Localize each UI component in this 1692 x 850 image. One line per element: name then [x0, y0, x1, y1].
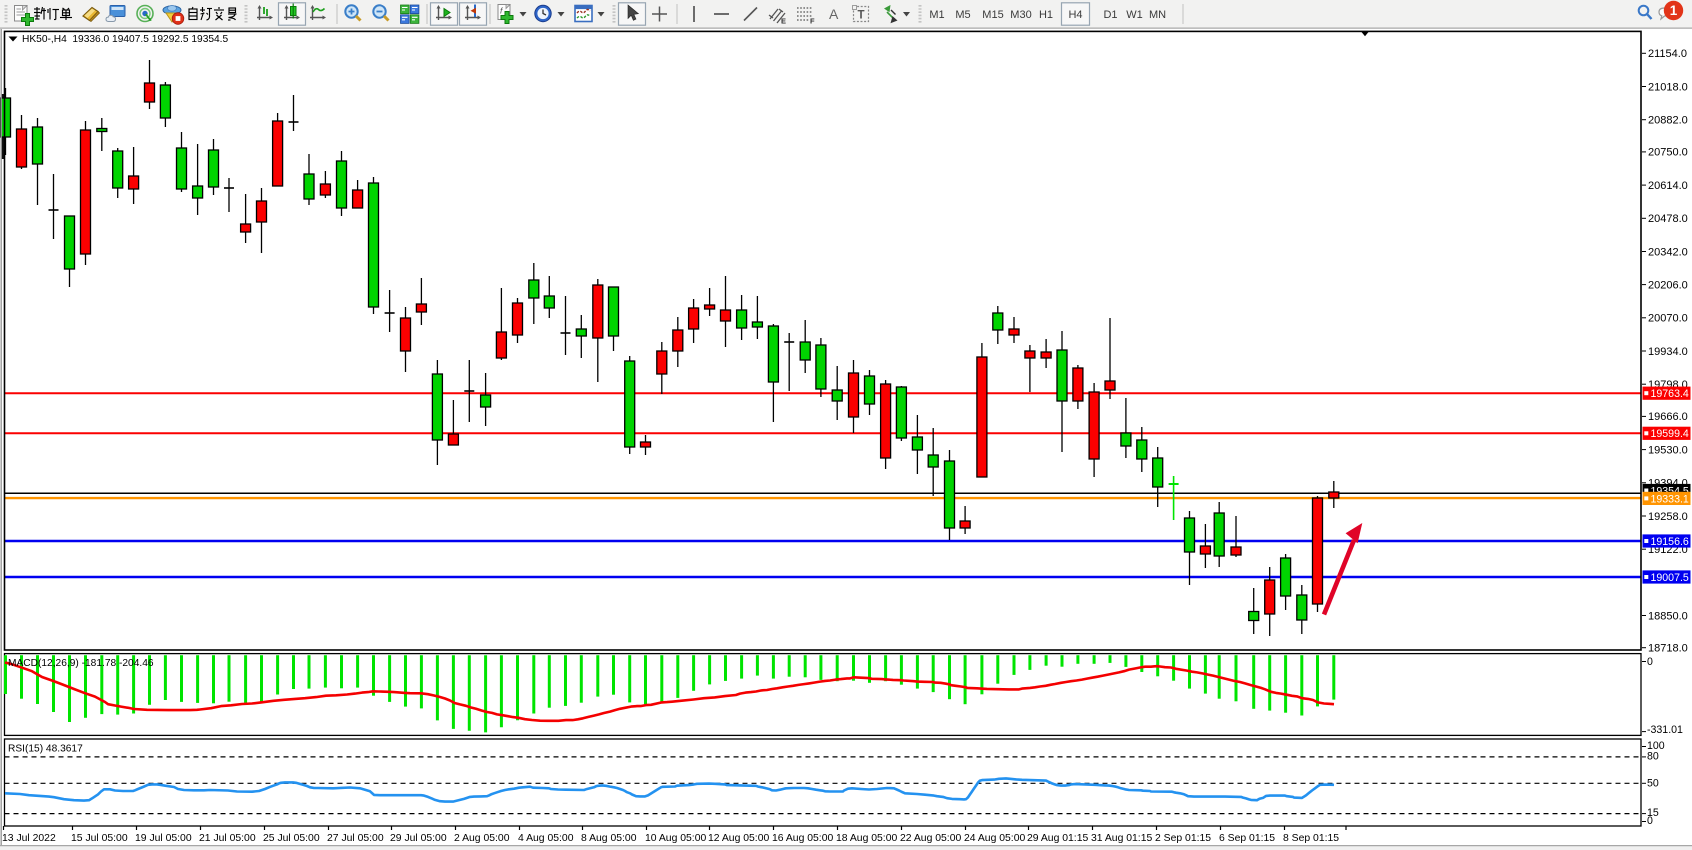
svg-text:MACD(12,26,9) -181.78 -204.46: MACD(12,26,9) -181.78 -204.46: [8, 658, 154, 669]
svg-text:29 Jul 05:00: 29 Jul 05:00: [390, 833, 447, 844]
svg-text:19 Jul 05:00: 19 Jul 05:00: [135, 833, 192, 844]
svg-text:RSI(15) 48.3617: RSI(15) 48.3617: [8, 744, 83, 755]
svg-text:M5: M5: [955, 9, 970, 21]
svg-text:20206.0: 20206.0: [1648, 279, 1688, 291]
svg-text:19258.0: 19258.0: [1648, 511, 1688, 523]
svg-text:MN: MN: [1149, 9, 1166, 21]
svg-text:19666.0: 19666.0: [1648, 411, 1688, 423]
svg-text:24 Aug 05:00: 24 Aug 05:00: [964, 833, 1025, 844]
svg-text:18 Aug 05:00: 18 Aug 05:00: [836, 833, 897, 844]
svg-text:16 Aug 05:00: 16 Aug 05:00: [772, 833, 833, 844]
svg-text:12 Aug 05:00: 12 Aug 05:00: [708, 833, 769, 844]
svg-text:19599.4: 19599.4: [1651, 428, 1689, 440]
svg-text:21018.0: 21018.0: [1648, 81, 1688, 93]
svg-text:19333.1: 19333.1: [1651, 493, 1689, 505]
svg-text:20750.0: 20750.0: [1648, 147, 1688, 159]
svg-text:0: 0: [1647, 815, 1653, 827]
svg-text:21 Jul 05:00: 21 Jul 05:00: [199, 833, 256, 844]
svg-text:19156.6: 19156.6: [1651, 536, 1689, 548]
svg-text:H4: H4: [1068, 9, 1082, 21]
svg-text:f: f: [500, 6, 504, 16]
svg-text:100: 100: [1647, 740, 1665, 752]
svg-text:6 Sep 01:15: 6 Sep 01:15: [1219, 833, 1275, 844]
svg-text:21154.0: 21154.0: [1648, 48, 1687, 60]
svg-text:A: A: [829, 6, 839, 22]
svg-text:18718.0: 18718.0: [1648, 643, 1688, 655]
svg-text:19934.0: 19934.0: [1648, 346, 1688, 358]
svg-text:W1: W1: [1126, 9, 1143, 21]
svg-text:22 Aug 05:00: 22 Aug 05:00: [900, 833, 961, 844]
svg-text:19530.0: 19530.0: [1648, 444, 1688, 456]
svg-text:31 Aug 01:15: 31 Aug 01:15: [1091, 833, 1152, 844]
svg-text:0: 0: [1647, 656, 1653, 668]
svg-text:T: T: [858, 10, 865, 22]
svg-text:29 Aug 01:15: 29 Aug 01:15: [1027, 833, 1088, 844]
svg-text:1: 1: [1670, 3, 1678, 18]
svg-text:M15: M15: [982, 9, 1003, 21]
svg-text:4 Aug 05:00: 4 Aug 05:00: [518, 833, 574, 844]
svg-text:19763.4: 19763.4: [1651, 388, 1689, 400]
svg-text:M30: M30: [1010, 9, 1031, 21]
svg-text:2 Aug 05:00: 2 Aug 05:00: [454, 833, 510, 844]
svg-text:F: F: [810, 17, 815, 26]
svg-text:2 Sep 01:15: 2 Sep 01:15: [1155, 833, 1211, 844]
svg-text:15: 15: [1647, 807, 1659, 819]
svg-text:20342.0: 20342.0: [1648, 246, 1688, 258]
svg-text:D1: D1: [1103, 9, 1117, 21]
svg-text:20882.0: 20882.0: [1648, 115, 1688, 127]
svg-text:20614.0: 20614.0: [1648, 180, 1688, 192]
svg-text:E: E: [781, 17, 786, 26]
svg-text:20070.0: 20070.0: [1648, 313, 1688, 325]
svg-text:M1: M1: [929, 9, 944, 21]
svg-text:50: 50: [1647, 778, 1659, 790]
svg-text:27 Jul 05:00: 27 Jul 05:00: [327, 833, 384, 844]
svg-text:15 Jul 05:00: 15 Jul 05:00: [71, 833, 128, 844]
svg-text:10 Aug 05:00: 10 Aug 05:00: [645, 833, 706, 844]
svg-text:13 Jul 2022: 13 Jul 2022: [2, 833, 56, 844]
svg-text:19007.5: 19007.5: [1651, 572, 1689, 584]
svg-text:25 Jul 05:00: 25 Jul 05:00: [263, 833, 320, 844]
svg-text:8 Aug 05:00: 8 Aug 05:00: [581, 833, 637, 844]
svg-text:HK50-,H4 19336.0 19407.5 1929: HK50-,H4 19336.0 19407.5 19292.5 19354.5: [22, 34, 229, 45]
svg-text:80: 80: [1647, 751, 1659, 763]
svg-text:H1: H1: [1039, 9, 1053, 21]
svg-text:8 Sep 01:15: 8 Sep 01:15: [1283, 833, 1339, 844]
svg-text:-331.01: -331.01: [1647, 724, 1683, 736]
svg-text:18850.0: 18850.0: [1648, 610, 1688, 622]
svg-text:20478.0: 20478.0: [1648, 213, 1688, 225]
